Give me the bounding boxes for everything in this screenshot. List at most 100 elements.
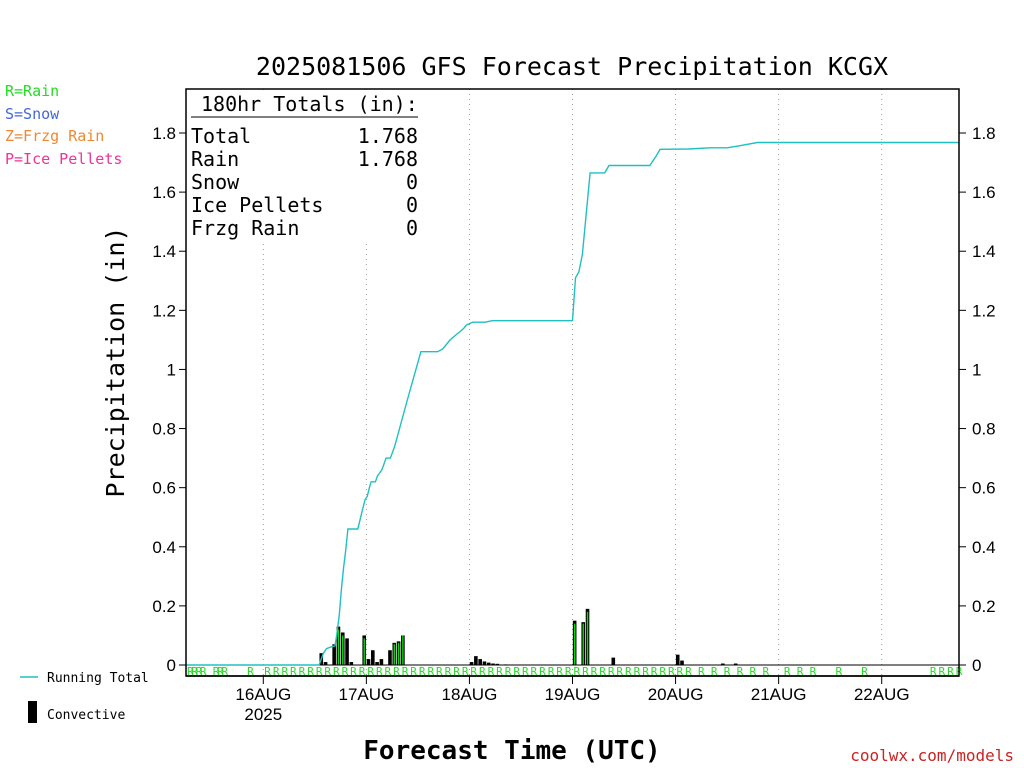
type-marker-20: R bbox=[367, 665, 374, 678]
type-marker-36: R bbox=[505, 665, 512, 678]
x-tick-label-2: 18AUG bbox=[442, 685, 498, 704]
convective-bar-2 bbox=[332, 644, 336, 665]
type-marker-11: R bbox=[290, 665, 297, 678]
y-tick-label-right-5: 1 bbox=[972, 360, 981, 379]
y-tick-label-right-4: 0.8 bbox=[972, 420, 996, 439]
type-marker-19: R bbox=[359, 665, 366, 678]
type-marker-55: R bbox=[668, 665, 675, 678]
x-tick-label-4: 20AUG bbox=[648, 685, 704, 704]
type-marker-33: R bbox=[479, 665, 486, 678]
green-bar-3 bbox=[393, 644, 395, 665]
type-marker-51: R bbox=[634, 665, 641, 678]
legend-rain-code: R=Rain bbox=[5, 82, 59, 100]
x-tick-label-3: 19AUG bbox=[545, 685, 601, 704]
y-tick-label-left-2: 0.4 bbox=[152, 538, 176, 557]
totals-value-snow: 0 bbox=[406, 170, 418, 194]
type-marker-23: R bbox=[393, 665, 400, 678]
type-marker-57: R bbox=[685, 665, 692, 678]
convective-bar-16 bbox=[469, 662, 474, 665]
green-bar-0 bbox=[337, 629, 340, 665]
series-legend: Running Total Convective bbox=[20, 671, 149, 723]
green-bar-6 bbox=[573, 623, 576, 665]
green-bar-4 bbox=[397, 642, 400, 665]
type-marker-8: R bbox=[264, 665, 271, 678]
type-marker-48: R bbox=[608, 665, 615, 678]
type-marker-41: R bbox=[548, 665, 555, 678]
totals-box: 180hr Totals (in): Total 1.768 Rain 1.76… bbox=[188, 91, 436, 241]
y-tick-label-left-5: 1 bbox=[167, 360, 176, 379]
type-marker-21: R bbox=[376, 665, 383, 678]
convective-bar-28 bbox=[675, 654, 680, 665]
running-total-polyline bbox=[186, 141, 959, 666]
type-marker-31: R bbox=[462, 665, 469, 678]
type-marker-60: R bbox=[724, 665, 731, 678]
legend-ice-pellets-code: P=Ice Pellets bbox=[5, 150, 122, 168]
type-marker-47: R bbox=[599, 665, 606, 678]
type-marker-66: R bbox=[810, 665, 817, 678]
type-marker-7: R bbox=[247, 665, 254, 678]
totals-value-total: 1.768 bbox=[358, 124, 418, 148]
chart-title: 2025081506 GFS Forecast Precipitation KC… bbox=[256, 52, 888, 81]
totals-value-ice-pellets: 0 bbox=[406, 193, 418, 217]
type-marker-25: R bbox=[410, 665, 417, 678]
type-marker-59: R bbox=[711, 665, 718, 678]
y-tick-label-left-9: 1.8 bbox=[152, 124, 176, 143]
x-tick-label-0: 16AUG bbox=[235, 685, 291, 704]
y-tick-label-right-6: 1.2 bbox=[972, 301, 996, 320]
convective-bar-9 bbox=[371, 650, 375, 665]
y-tick-label-right-0: 0 bbox=[972, 656, 981, 675]
y-tick-label-left-8: 1.6 bbox=[152, 183, 176, 202]
y-tick-label-right-3: 0.6 bbox=[972, 479, 996, 498]
bars-layer bbox=[186, 608, 959, 666]
totals-value-frzg-rain: 0 bbox=[406, 216, 418, 240]
green-bar-1 bbox=[342, 635, 344, 665]
running-total-line bbox=[186, 141, 959, 666]
type-marker-10: R bbox=[281, 665, 288, 678]
type-marker-63: R bbox=[762, 665, 769, 678]
type-marker-35: R bbox=[496, 665, 503, 678]
y-axis-title: Precipitation (in) bbox=[101, 227, 130, 498]
green-bar-2 bbox=[363, 638, 365, 665]
type-marker-44: R bbox=[573, 665, 580, 678]
type-marker-65: R bbox=[797, 665, 804, 678]
totals-label-total: Total bbox=[191, 124, 251, 148]
y-tick-label-left-6: 1.2 bbox=[152, 301, 176, 320]
type-marker-38: R bbox=[522, 665, 529, 678]
y-axis-left: 0 0.2 0.4 0.6 0.8 1 1.2 1.4 1.6 1.8 bbox=[152, 124, 186, 675]
x-tick-sublabel-0: 2025 bbox=[244, 705, 282, 724]
convective-bar-10 bbox=[375, 662, 379, 665]
type-marker-29: R bbox=[445, 665, 452, 678]
type-marker-22: R bbox=[385, 665, 392, 678]
type-marker-68: R bbox=[861, 665, 868, 678]
green-bar-5 bbox=[402, 635, 404, 665]
y-tick-label-left-1: 0.2 bbox=[152, 597, 176, 616]
type-marker-28: R bbox=[436, 665, 443, 678]
type-marker-5: R bbox=[217, 665, 224, 678]
type-marker-16: R bbox=[333, 665, 340, 678]
type-marker-26: R bbox=[419, 665, 426, 678]
type-marker-46: R bbox=[591, 665, 598, 678]
y-tick-label-left-4: 0.8 bbox=[152, 420, 176, 439]
y-tick-label-left-3: 0.6 bbox=[152, 479, 176, 498]
totals-label-ice-pellets: Ice Pellets bbox=[191, 193, 323, 217]
type-marker-4: R bbox=[213, 665, 220, 678]
type-marker-13: R bbox=[307, 665, 314, 678]
convective-bar-17 bbox=[474, 656, 478, 665]
type-marker-69: R bbox=[930, 665, 937, 678]
type-marker-52: R bbox=[642, 665, 649, 678]
convective-legend-label: Convective bbox=[47, 708, 125, 723]
watermark: coolwx.com/models bbox=[850, 746, 1014, 765]
totals-box-bg bbox=[188, 91, 436, 241]
type-marker-56: R bbox=[677, 665, 684, 678]
convective-bar-22 bbox=[495, 663, 500, 665]
x-axis-title: Forecast Time (UTC) bbox=[363, 736, 660, 766]
convective-bar-11 bbox=[379, 659, 384, 665]
type-marker-61: R bbox=[737, 665, 744, 678]
type-marker-37: R bbox=[513, 665, 520, 678]
convective-bar-30 bbox=[721, 663, 725, 665]
totals-header: 180hr Totals (in): bbox=[201, 92, 418, 116]
y-tick-label-right-1: 0.2 bbox=[972, 597, 996, 616]
type-marker-45: R bbox=[582, 665, 589, 678]
